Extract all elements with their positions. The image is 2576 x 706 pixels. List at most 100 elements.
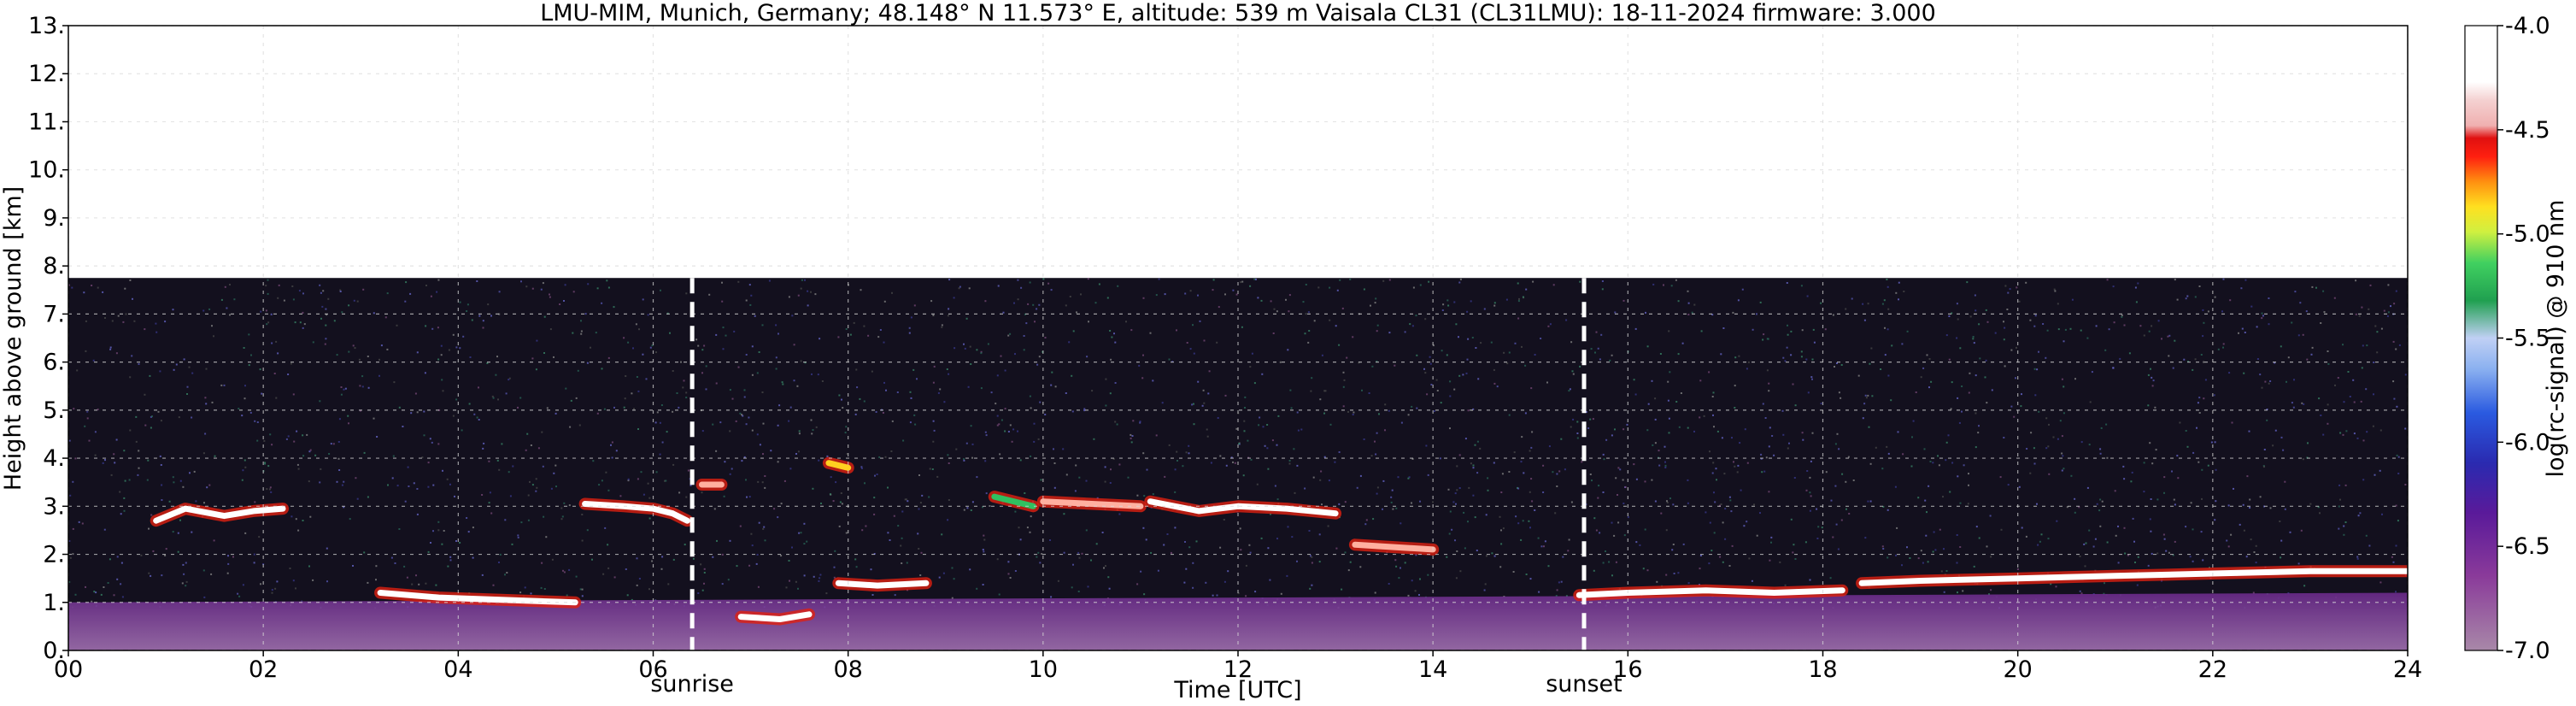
noise-speck xyxy=(1249,285,1252,287)
noise-speck xyxy=(1202,389,1205,391)
noise-speck xyxy=(1605,438,1608,441)
noise-speck xyxy=(1619,468,1622,471)
noise-speck xyxy=(953,578,955,580)
noise-speck xyxy=(2063,412,2065,415)
noise-speck xyxy=(223,384,226,386)
noise-speck xyxy=(91,600,93,603)
noise-speck xyxy=(1654,442,1657,444)
noise-speck xyxy=(948,499,950,501)
noise-speck xyxy=(1894,485,1897,488)
noise-speck xyxy=(1658,464,1661,467)
noise-speck xyxy=(1002,311,1005,314)
noise-speck xyxy=(1105,378,1107,380)
noise-speck xyxy=(1105,565,1106,568)
noise-speck xyxy=(270,313,273,315)
noise-speck xyxy=(509,495,512,497)
noise-speck xyxy=(1253,278,1256,280)
noise-speck xyxy=(2177,477,2180,479)
noise-speck xyxy=(1834,485,1837,487)
noise-speck xyxy=(263,439,266,442)
noise-speck xyxy=(1232,461,1234,463)
noise-speck xyxy=(683,379,685,382)
noise-speck xyxy=(68,284,70,286)
noise-speck xyxy=(1836,362,1838,364)
noise-speck xyxy=(1969,372,1971,374)
noise-speck xyxy=(290,515,293,518)
noise-speck xyxy=(437,521,440,523)
noise-speck xyxy=(2135,301,2138,303)
noise-speck xyxy=(1289,389,1292,391)
noise-speck xyxy=(1973,342,1975,344)
noise-speck xyxy=(863,400,866,403)
noise-speck xyxy=(1589,474,1592,475)
noise-speck xyxy=(1033,440,1036,443)
noise-speck xyxy=(505,392,508,395)
noise-speck xyxy=(627,478,630,480)
noise-speck xyxy=(2365,388,2368,391)
noise-speck xyxy=(140,554,143,556)
noise-speck xyxy=(248,333,250,336)
noise-speck xyxy=(1232,289,1235,291)
noise-speck xyxy=(789,468,792,470)
noise-speck xyxy=(326,314,328,316)
noise-speck xyxy=(1131,435,1134,437)
noise-speck xyxy=(210,573,213,575)
noise-speck xyxy=(161,484,163,486)
noise-speck xyxy=(114,462,116,464)
y-tick-label: 8. xyxy=(43,253,65,279)
noise-speck xyxy=(1909,557,1911,559)
noise-speck xyxy=(762,422,765,425)
noise-speck xyxy=(758,521,760,524)
noise-speck xyxy=(1378,413,1380,415)
noise-speck xyxy=(2038,350,2039,353)
noise-speck xyxy=(244,466,247,468)
noise-speck xyxy=(2392,340,2395,343)
noise-speck xyxy=(1446,299,1449,302)
noise-speck xyxy=(708,293,711,296)
noise-speck xyxy=(913,304,916,307)
noise-speck xyxy=(1493,368,1495,371)
noise-speck xyxy=(1622,428,1625,431)
noise-speck xyxy=(649,346,652,349)
noise-speck xyxy=(148,527,150,530)
noise-speck xyxy=(452,415,455,417)
x-tick-label: 00 xyxy=(54,656,83,683)
noise-speck xyxy=(2196,427,2198,429)
noise-speck xyxy=(191,372,194,374)
noise-speck xyxy=(2327,422,2329,425)
noise-speck xyxy=(1493,302,1496,304)
noise-speck xyxy=(189,472,191,474)
noise-speck xyxy=(124,287,126,290)
noise-speck xyxy=(2268,297,2270,299)
noise-speck xyxy=(1423,368,1425,370)
noise-speck xyxy=(144,424,147,427)
noise-speck xyxy=(1622,479,1624,481)
noise-speck xyxy=(1530,478,1533,480)
noise-speck xyxy=(2200,531,2203,533)
noise-speck xyxy=(1108,587,1111,590)
noise-speck xyxy=(78,521,80,523)
noise-speck xyxy=(97,286,99,289)
noise-speck xyxy=(2268,382,2270,385)
noise-speck xyxy=(1040,479,1042,481)
noise-speck xyxy=(2287,356,2290,359)
noise-speck xyxy=(963,459,965,462)
noise-speck xyxy=(695,338,698,341)
noise-speck xyxy=(1520,461,1523,463)
noise-speck xyxy=(865,525,867,527)
noise-speck xyxy=(918,508,920,510)
noise-speck xyxy=(549,296,551,298)
noise-speck xyxy=(1219,546,1222,549)
noise-speck xyxy=(238,408,240,410)
noise-speck xyxy=(2106,456,2109,459)
noise-speck xyxy=(2356,556,2359,558)
noise-speck xyxy=(941,326,943,328)
noise-speck xyxy=(1945,334,1948,337)
noise-speck xyxy=(1525,288,1528,291)
noise-speck xyxy=(396,485,399,487)
noise-speck xyxy=(1093,438,1095,440)
noise-speck xyxy=(150,574,152,577)
noise-speck xyxy=(407,466,409,468)
noise-speck xyxy=(1363,438,1365,440)
noise-speck xyxy=(1312,476,1315,479)
